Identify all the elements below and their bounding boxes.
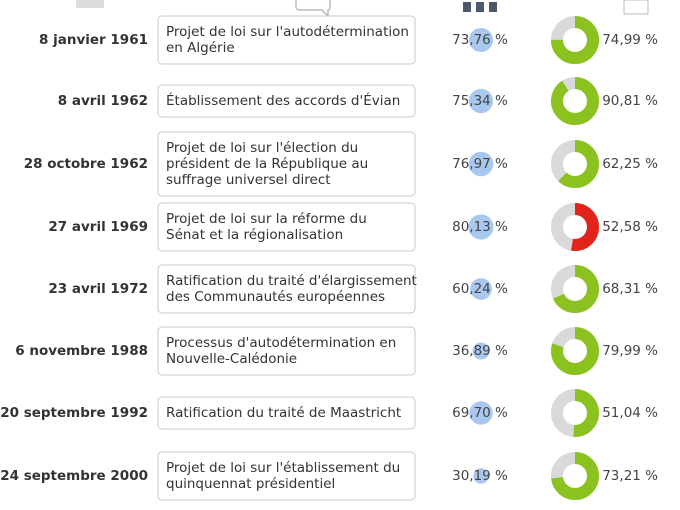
turnout-label: 69,70 %	[452, 405, 508, 421]
theme-line: Projet de loi sur la réforme du	[166, 211, 367, 227]
result-label: 90,81 %	[602, 93, 658, 109]
donut-arc	[551, 16, 599, 64]
theme-box	[157, 451, 416, 501]
donut-arc	[551, 265, 599, 313]
theme-line: Projet de loi sur l'établissement du	[166, 460, 400, 476]
row: 8 janvier 1961 Projet de loi sur l'autodé…	[39, 15, 658, 65]
result-label: 68,31 %	[602, 281, 658, 297]
theme-box	[157, 202, 416, 252]
turnout-label: 30,19 %	[452, 468, 508, 484]
theme-line: Nouvelle-Calédonie	[166, 351, 297, 367]
theme-box	[157, 15, 416, 65]
turnout-label: 36,89 %	[452, 343, 508, 359]
theme-line: suffrage universel direct	[166, 172, 331, 188]
result-label: 52,58 %	[602, 219, 658, 235]
theme-line: Sénat et la régionalisation	[166, 227, 343, 243]
result-label: 51,04 %	[602, 405, 658, 421]
turnout-label: 76,97 %	[452, 156, 508, 172]
row: 23 avril 1972 Ratification du traité d'él…	[48, 264, 658, 314]
theme-line: président de la République au	[166, 156, 368, 172]
theme-line: Projet de loi sur l'autodétermination	[166, 24, 409, 40]
row: 27 avril 1969 Projet de loi sur la réform…	[48, 202, 658, 252]
people-icon	[463, 2, 471, 12]
people-icon	[476, 2, 484, 12]
date: 23 avril 1972	[48, 281, 148, 297]
result-label: 74,99 %	[602, 32, 658, 48]
theme-line: des Communautés européennes	[166, 289, 385, 305]
donut-arc	[551, 203, 599, 251]
theme-line: Ratification du traité d'élargissement	[166, 273, 417, 289]
result-label: 73,21 %	[602, 468, 658, 484]
result-label: 79,99 %	[602, 343, 658, 359]
result-label: 62,25 %	[602, 156, 658, 172]
donut-arc	[551, 140, 599, 188]
turnout-bubble	[468, 151, 494, 177]
turnout-bubble	[468, 27, 494, 53]
date: 8 janvier 1961	[39, 32, 148, 48]
donut-arc	[551, 327, 599, 375]
date: 20 septembre 1992	[0, 405, 148, 421]
people-icon	[489, 2, 497, 12]
header-icons	[76, 0, 649, 18]
turnout-label: 73,76 %	[452, 32, 508, 48]
turnout-label: 75,34 %	[452, 93, 508, 109]
date: 6 novembre 1988	[15, 343, 148, 359]
row: 24 septembre 2000 Projet de loi sur l'éta…	[0, 451, 658, 501]
theme-box	[157, 396, 416, 430]
row: 6 novembre 1988 Processus d'autodétermina…	[15, 326, 658, 376]
calendar-icon	[76, 0, 104, 8]
donut-arc	[551, 389, 599, 437]
row: 8 avril 1962 Établissement des accords d'…	[58, 77, 658, 125]
date: 24 septembre 2000	[0, 468, 148, 484]
theme-line: Projet de loi sur l'élection du	[166, 140, 358, 156]
turnout-bubble	[473, 468, 489, 484]
theme-line: quinquennat présidentiel	[166, 476, 335, 492]
theme-box	[157, 264, 416, 314]
turnout-bubble	[468, 88, 494, 114]
row: 28 octobre 1962 Projet de loi sur l'élect…	[24, 131, 658, 197]
date: 8 avril 1962	[58, 93, 148, 109]
row: 20 septembre 1992 Ratification du traité …	[0, 389, 658, 437]
turnout-label: 60,24 %	[452, 281, 508, 297]
theme-line: en Algérie	[166, 40, 235, 56]
theme-line: Établissement des accords d'Évian	[166, 92, 400, 109]
turnout-bubble	[472, 342, 490, 360]
theme-box	[157, 84, 416, 118]
donut-arc	[551, 77, 599, 125]
turnout-bubble	[470, 278, 492, 300]
donut-arc	[551, 452, 599, 500]
theme-line: Processus d'autodétermination en	[166, 335, 396, 351]
result-icon	[623, 0, 649, 15]
turnout-label: 80,13 %	[452, 219, 508, 235]
turnout-bubble	[469, 401, 493, 425]
theme-box	[157, 131, 416, 197]
date: 28 octobre 1962	[24, 156, 148, 172]
theme-line: Ratification du traité de Maastricht	[166, 405, 401, 421]
speech-icon	[295, 0, 331, 18]
date: 27 avril 1969	[48, 219, 148, 235]
theme-box	[157, 326, 416, 376]
turnout-bubble	[468, 214, 494, 240]
